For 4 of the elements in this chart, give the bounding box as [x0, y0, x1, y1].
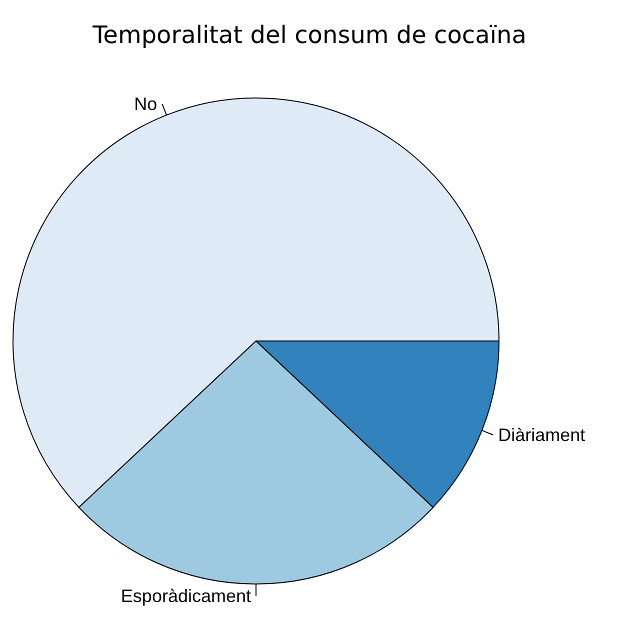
slice-label: Diàriament [498, 424, 586, 445]
chart-title: Temporalitat del consum de cocaïna [92, 21, 526, 49]
slice-label: No [134, 94, 158, 114]
slice-label: Esporàdicament [120, 586, 251, 606]
